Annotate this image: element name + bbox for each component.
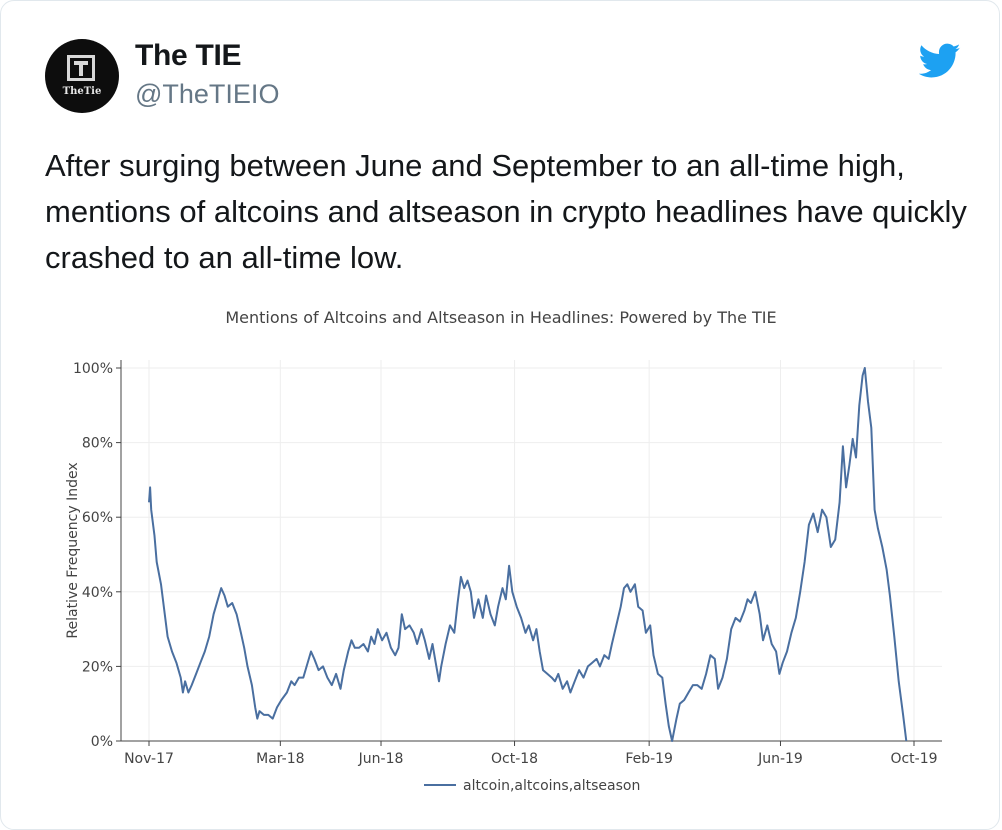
avatar[interactable]: TheTie xyxy=(45,39,119,113)
x-axis-ticks: Nov-17 Mar-18 Jun-18 Oct-18 Feb-19 Jun-19 Oct-… xyxy=(124,741,938,767)
twitter-bird-icon[interactable] xyxy=(919,43,961,79)
x-tick-label: Jun-19 xyxy=(757,751,803,767)
line-chart: Mentions of Altcoins and Altseason in He… xyxy=(65,308,942,794)
y-tick-label: 80% xyxy=(82,436,113,452)
series-line-altcoin xyxy=(148,367,908,742)
x-tick-label: Mar-18 xyxy=(256,751,304,767)
chart-grid xyxy=(121,360,942,741)
x-tick-label: Jun-18 xyxy=(358,751,404,767)
chart-legend[interactable]: altcoin,altcoins,altseason xyxy=(424,778,640,794)
y-axis-label: Relative Frequency Index xyxy=(65,462,81,638)
x-tick-label: Oct-19 xyxy=(890,751,937,767)
y-tick-label: 20% xyxy=(82,659,113,675)
display-name[interactable]: The TIE xyxy=(135,39,242,72)
avatar-text: TheTie xyxy=(62,86,102,97)
x-tick-label: Feb-19 xyxy=(625,751,673,767)
legend-label: altcoin,altcoins,altseason xyxy=(463,778,640,794)
x-tick-label: Nov-17 xyxy=(124,751,174,767)
y-tick-label: 40% xyxy=(82,585,113,601)
y-axis-ticks: 0% 20% 40% 60% 80% 100% xyxy=(73,361,121,750)
y-tick-label: 100% xyxy=(73,361,113,377)
user-handle[interactable]: @TheTIEIO xyxy=(135,79,280,109)
tie-logo-icon xyxy=(67,55,95,81)
x-tick-label: Oct-18 xyxy=(491,751,538,767)
tweet-text: After surging between June and September… xyxy=(45,148,967,275)
y-tick-label: 0% xyxy=(91,734,113,750)
y-tick-label: 60% xyxy=(82,510,113,526)
chart-title: Mentions of Altcoins and Altseason in He… xyxy=(225,308,776,327)
